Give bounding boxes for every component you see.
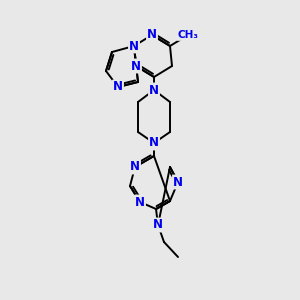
Text: N: N xyxy=(173,176,183,188)
Text: N: N xyxy=(129,40,139,52)
Text: N: N xyxy=(149,136,159,149)
Text: CH₃: CH₃ xyxy=(178,30,199,40)
Text: N: N xyxy=(153,218,163,232)
Text: N: N xyxy=(147,28,157,41)
Text: N: N xyxy=(130,160,140,173)
Text: N: N xyxy=(149,83,159,97)
Text: N: N xyxy=(113,80,123,94)
Text: N: N xyxy=(135,196,145,208)
Text: N: N xyxy=(131,59,141,73)
